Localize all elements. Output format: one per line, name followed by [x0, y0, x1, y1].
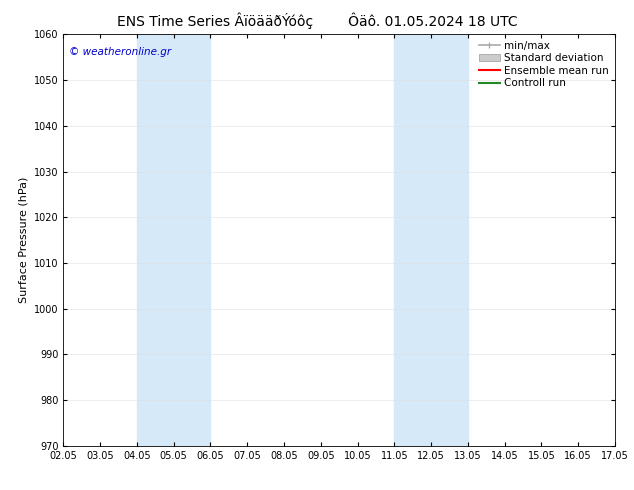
Y-axis label: Surface Pressure (hPa): Surface Pressure (hPa)	[18, 177, 29, 303]
Bar	[394, 34, 468, 446]
Bar	[137, 34, 210, 446]
Legend: min/max, Standard deviation, Ensemble mean run, Controll run: min/max, Standard deviation, Ensemble me…	[476, 37, 612, 92]
Text: ENS Time Series ÂïöääðÝóôç        Ôäô. 01.05.2024 18 UTC: ENS Time Series ÂïöääðÝóôç Ôäô. 01.05.20…	[117, 12, 517, 29]
Text: © weatheronline.gr: © weatheronline.gr	[69, 47, 171, 57]
